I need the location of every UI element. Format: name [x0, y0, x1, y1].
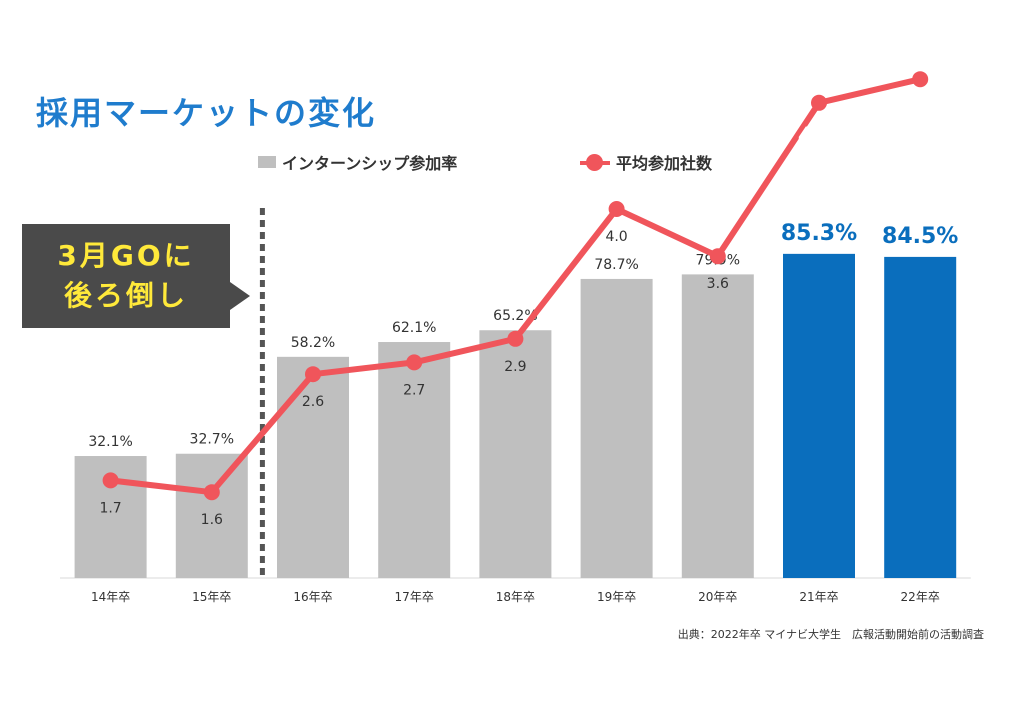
callout-arrow: [230, 282, 250, 310]
line-point: [811, 94, 827, 111]
legend-swatch-line: [580, 152, 610, 172]
line-point: [406, 354, 423, 371]
line-point: [507, 330, 524, 347]
bar-value-label: 62.1%: [392, 320, 436, 336]
line-value-label: 3.6: [707, 276, 729, 292]
x-tick-label: 21年卒: [799, 590, 838, 604]
chart-title: 採用マーケットの変化: [36, 94, 377, 132]
line-point: [709, 248, 726, 265]
line-value-label: 2.9: [504, 359, 526, 375]
line-value-label: 1.6: [201, 512, 223, 528]
bar: [479, 330, 552, 578]
bar-value-label: 32.1%: [88, 434, 132, 450]
bar: [378, 342, 451, 578]
legend-label-participation-rate: インターンシップ参加率: [282, 154, 458, 173]
bar: [783, 253, 855, 579]
bar-value-label: 84.5%: [882, 224, 958, 249]
legend-item-average-companies: 平均参加社数: [580, 150, 712, 174]
line-point: [102, 472, 119, 489]
x-tick-label: 15年卒: [192, 590, 231, 604]
bar: [277, 356, 349, 578]
bar-value-label: 85.3%: [781, 221, 857, 246]
line-point: [203, 484, 220, 501]
line-value-label: 4.0: [605, 229, 627, 245]
legend-item-participation-rate: インターンシップ参加率: [258, 150, 457, 174]
x-tick-label: 14年卒: [91, 590, 130, 604]
x-tick-label: 17年卒: [395, 590, 434, 604]
line-value-label: 4.9: [798, 122, 841, 150]
line-value-label: 1.7: [99, 500, 121, 516]
x-tick-label: 19年卒: [597, 590, 636, 604]
line-value-label: 2.6: [302, 394, 324, 410]
x-tick-label: 22年卒: [901, 590, 940, 604]
source-note: 出典：2022年卒 マイナビ大学生 広報活動開始前の活動調査: [677, 628, 984, 641]
bar: [681, 274, 754, 578]
line-point: [608, 201, 625, 217]
line-point: [912, 71, 929, 88]
legend-label-average-companies: 平均参加社数: [616, 154, 713, 173]
bar: [580, 278, 653, 578]
bar-value-label: 32.7%: [190, 432, 234, 448]
bar: [175, 453, 248, 578]
legend: インターンシップ参加率 平均参加社数: [258, 150, 778, 180]
callout-box: 3月GOに 後ろ倒し: [22, 224, 230, 328]
line-point: [305, 366, 321, 383]
x-tick-label: 16年卒: [293, 590, 332, 604]
x-tick-label: 20年卒: [698, 590, 737, 604]
line-value-label: 2.7: [403, 382, 425, 398]
bar-value-label: 58.2%: [291, 335, 335, 351]
x-tick-label: 18年卒: [496, 590, 535, 604]
legend-swatch-bar: [258, 156, 276, 168]
bar-value-label: 78.7%: [594, 257, 638, 273]
line-value-label: 5.1: [899, 98, 942, 126]
callout-text: 3月GOに 後ろ倒し: [57, 239, 195, 312]
bar: [884, 256, 957, 578]
